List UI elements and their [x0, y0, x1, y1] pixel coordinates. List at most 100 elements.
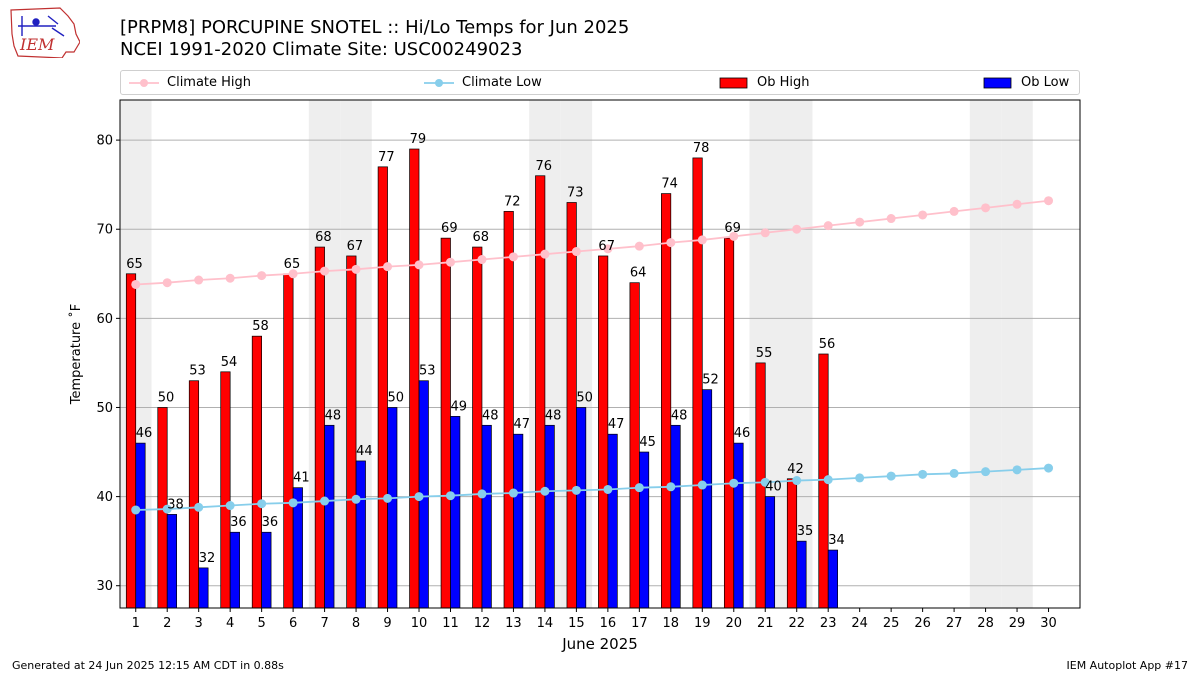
- ob-low-bar: [796, 540, 807, 609]
- climate-high-point: [949, 206, 959, 216]
- climate-high-point: [414, 260, 424, 270]
- ob-low-value-label: 46: [734, 426, 751, 441]
- ob-low-value-label: 38: [167, 497, 184, 512]
- legend-bar-swatch-icon: [719, 77, 748, 88]
- climate-low-point: [603, 484, 613, 494]
- climate-low-point: [477, 489, 487, 499]
- climate-high-point: [351, 264, 361, 274]
- climate-high-point: [1012, 199, 1022, 209]
- x-tick-label: 4: [226, 616, 234, 631]
- x-tick-label: 3: [195, 616, 203, 631]
- ob-low-bar: [450, 416, 461, 609]
- y-axis-label: Temperature ˚F: [68, 304, 84, 405]
- plot-frame: [119, 99, 1081, 609]
- x-tick-label: 15: [568, 616, 585, 631]
- ob-high-value-label: 69: [724, 221, 741, 236]
- climate-low-point: [320, 496, 330, 506]
- weekend-band: [969, 100, 1002, 608]
- ob-low-value-label: 48: [325, 408, 342, 423]
- chart-title: [PRPM8] PORCUPINE SNOTEL :: Hi/Lo Temps …: [120, 17, 630, 38]
- climate-low-point: [666, 482, 676, 492]
- y-tick-label: 30: [96, 579, 113, 594]
- ob-low-bar: [827, 549, 838, 609]
- climate-low-point: [288, 498, 298, 508]
- ob-high-value-label: 67: [347, 239, 364, 254]
- ob-high-value-label: 65: [126, 257, 143, 272]
- climate-low-line: [135, 467, 1049, 511]
- x-tick-label: 29: [1009, 616, 1026, 631]
- y-tick-label: 60: [96, 312, 113, 327]
- ob-high-value-label: 72: [504, 194, 521, 209]
- climate-low-point: [571, 485, 581, 495]
- ob-low-bar: [513, 433, 524, 609]
- ob-high-bar: [251, 335, 262, 609]
- ob-high-bar: [503, 211, 514, 609]
- climate-high-point: [131, 279, 141, 289]
- x-tick-label: 28: [977, 616, 994, 631]
- ob-high-bar: [786, 478, 798, 609]
- legend-label-ob-low: Ob Low: [1021, 75, 1070, 90]
- ob-high-value-label: 68: [315, 230, 332, 245]
- climate-high-point: [571, 247, 581, 257]
- ob-low-value-label: 45: [639, 435, 656, 450]
- climate-low-point: [760, 477, 770, 487]
- ob-high-value-label: 50: [158, 390, 175, 405]
- ob-low-value-label: 50: [576, 390, 593, 405]
- x-tick-label: 2: [163, 616, 171, 631]
- climate-high-point: [225, 273, 235, 283]
- y-tick-label: 50: [96, 401, 113, 416]
- x-tick-label: 30: [1040, 616, 1057, 631]
- ob-low-bar: [764, 496, 776, 609]
- climate-low-point: [540, 486, 550, 496]
- legend-bar-swatch-icon: [983, 77, 1012, 88]
- legend-item-climate-high: Climate High: [129, 71, 251, 94]
- ob-low-bar: [607, 433, 618, 609]
- footer-generated-text: Generated at 24 Jun 2025 12:15 AM CDT in…: [12, 659, 284, 672]
- x-tick-label: 16: [600, 616, 617, 631]
- ob-high-bar: [283, 273, 294, 609]
- climate-low-point: [855, 473, 865, 483]
- climate-low-point: [1012, 465, 1022, 475]
- climate-high-point: [697, 235, 707, 245]
- ob-high-bar: [661, 193, 672, 609]
- climate-high-point: [792, 224, 802, 234]
- ob-low-bar: [198, 567, 209, 609]
- climate-high-point: [257, 271, 267, 281]
- ob-low-bar: [481, 424, 492, 609]
- x-tick-label: 8: [352, 616, 360, 631]
- climate-low-point: [729, 478, 739, 488]
- ob-low-bar: [324, 424, 335, 609]
- x-tick-label: 10: [411, 616, 428, 631]
- x-tick-label: 6: [289, 616, 297, 631]
- climate-high-line: [135, 199, 1049, 286]
- climate-low-point: [508, 488, 518, 498]
- x-tick-label: 13: [505, 616, 522, 631]
- ob-high-bar: [472, 246, 483, 609]
- climate-high-point: [823, 221, 833, 231]
- climate-high-point: [760, 228, 770, 238]
- climate-high-point: [508, 252, 518, 262]
- ob-high-bar: [220, 371, 231, 609]
- ob-high-value-label: 68: [473, 230, 490, 245]
- climate-high-point: [383, 262, 393, 272]
- x-tick-label: 23: [820, 616, 837, 631]
- ob-low-bar: [387, 407, 398, 609]
- logo-text: IEM: [19, 35, 55, 54]
- ob-high-bar: [125, 273, 137, 609]
- ob-high-value-label: 76: [535, 159, 552, 174]
- climate-low-point: [634, 483, 644, 493]
- ob-high-bar: [314, 246, 325, 609]
- legend-label-ob-high: Ob High: [757, 75, 810, 90]
- ob-low-value-label: 47: [608, 417, 625, 432]
- ob-low-value-label: 36: [230, 515, 247, 530]
- ob-low-value-label: 52: [702, 373, 719, 388]
- ob-high-bar: [535, 175, 546, 609]
- ob-high-value-label: 69: [441, 221, 458, 236]
- climate-low-point: [981, 467, 991, 477]
- climate-low-point: [886, 471, 896, 481]
- climate-high-point: [288, 269, 298, 279]
- climate-low-point: [918, 469, 928, 479]
- ob-low-value-label: 32: [199, 551, 216, 566]
- ob-low-value-label: 41: [293, 471, 310, 486]
- ob-low-value-label: 53: [419, 364, 436, 379]
